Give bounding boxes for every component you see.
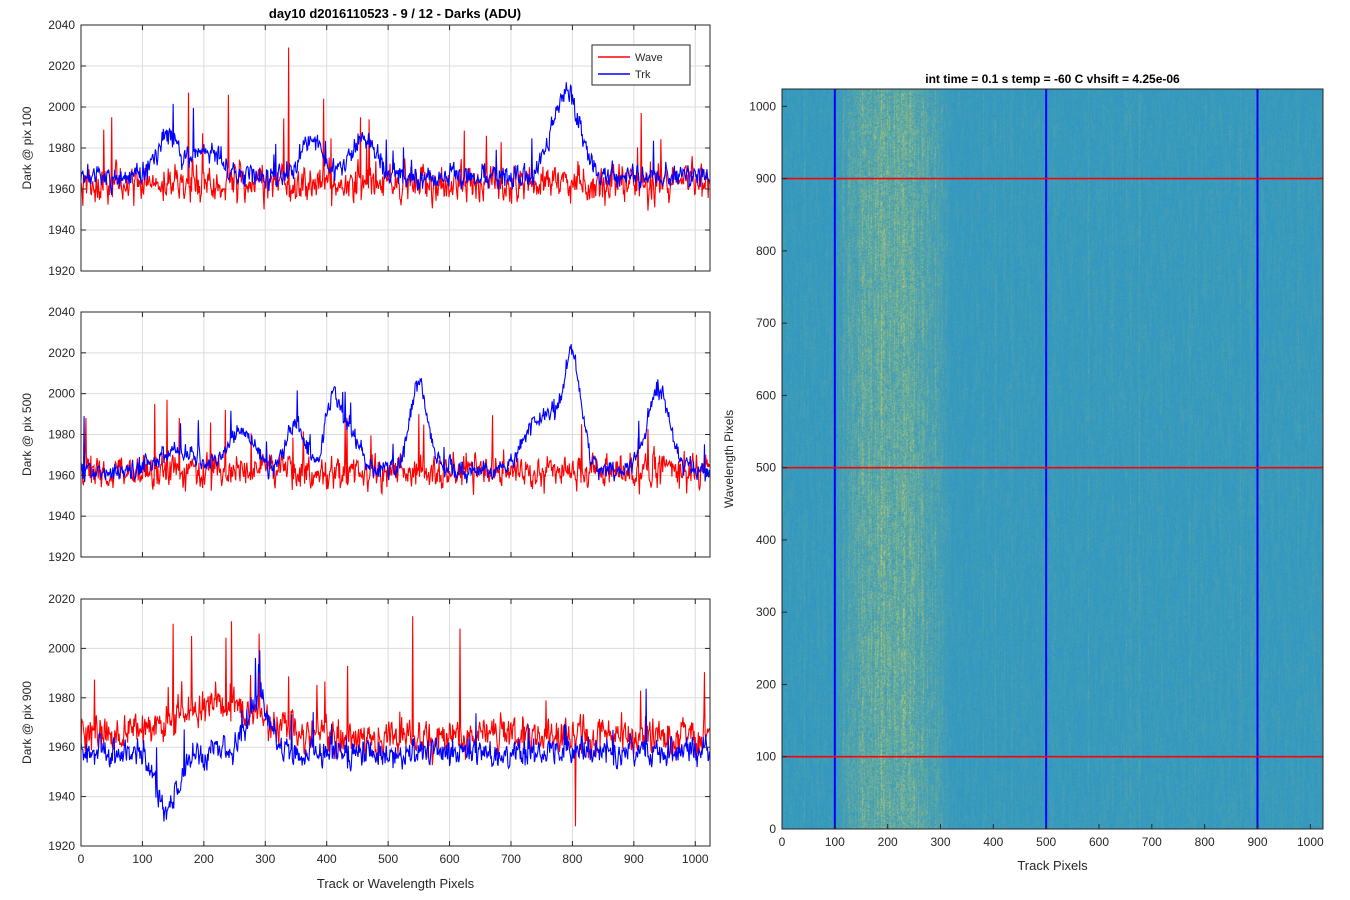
y-tick-label: 1000 (749, 99, 776, 113)
y-tick-label: 2020 (48, 346, 75, 360)
y-tick-label: 700 (756, 316, 776, 330)
line-plot-1: 1920 1940 1960 1980 2000 2020 2040 Dark @ pix 1… (20, 18, 711, 278)
y-tick-label: 2000 (48, 100, 75, 114)
y-tick-label: 0 (769, 822, 776, 836)
legend: Wave Trk (591, 44, 691, 86)
y-tick-label: 1960 (48, 468, 75, 482)
x-tick-label: 100 (132, 852, 152, 866)
y-tick-label: 300 (756, 605, 776, 619)
x-axis-label: Track or Wavelength Pixels (317, 876, 475, 891)
x-tick-label: 200 (878, 835, 898, 849)
y-tick-label: 1940 (48, 509, 75, 523)
y-tick-label: 500 (756, 461, 776, 475)
y-tick-label: 200 (756, 677, 776, 691)
x-tick-label: 1000 (1297, 835, 1324, 849)
x-tick-label: 300 (930, 835, 950, 849)
y-tick-label: 1920 (48, 550, 75, 564)
x-tick-label: 300 (255, 852, 275, 866)
heatmap-image (782, 89, 1323, 829)
x-tick-label: 1000 (682, 852, 709, 866)
y-tick-label: 1940 (48, 223, 75, 237)
y-tick-label: 100 (756, 750, 776, 764)
y-tick-label: 2000 (48, 387, 75, 401)
x-tick-label: 400 (983, 835, 1003, 849)
y-tick-label: 1980 (48, 428, 75, 442)
x-tick-label: 900 (1247, 835, 1267, 849)
y-tick-label: 1960 (48, 740, 75, 754)
y-tick-label: 2040 (48, 18, 75, 32)
y-axis-label: Wavelength Pixels (722, 410, 736, 508)
x-tick-label: 500 (378, 852, 398, 866)
y-tick-label: 800 (756, 244, 776, 258)
x-tick-label: 800 (1195, 835, 1215, 849)
x-tick-label: 500 (1036, 835, 1056, 849)
y-tick-label: 2020 (48, 59, 75, 73)
line-plot-3: 1920 1940 1960 1980 2000 2020 0 100 200 300 400 500… (20, 592, 711, 891)
series-line-wave (81, 47, 710, 211)
x-tick-label: 200 (194, 852, 214, 866)
x-tick-label: 400 (317, 852, 337, 866)
y-tick-label: 600 (756, 388, 776, 402)
legend-label-wave: Wave (635, 52, 663, 64)
x-tick-label: 700 (501, 852, 521, 866)
axes-box (80, 598, 711, 847)
y-tick-label: 900 (756, 172, 776, 186)
legend-label-trk: Trk (635, 69, 651, 81)
x-tick-label: 0 (78, 852, 85, 866)
y-tick-label: 2000 (48, 641, 75, 655)
series-line-trk (81, 82, 710, 196)
y-axis-label: Dark @ pix 900 (20, 681, 34, 764)
x-tick-label: 900 (624, 852, 644, 866)
y-tick-label: 1920 (48, 839, 75, 853)
x-tick-label: 0 (779, 835, 786, 849)
series-line-trk (81, 650, 710, 822)
y-tick-label: 400 (756, 533, 776, 547)
series-line-wave (81, 399, 710, 496)
axes-box (781, 88, 1324, 830)
y-tick-label: 1920 (48, 264, 75, 278)
series-line-trk (81, 344, 710, 484)
x-tick-label: 800 (562, 852, 582, 866)
heatmap-plot: 0 100 200 300 400 500 600 700 800 900 1000 0 100 200 3… (722, 72, 1324, 873)
figure-title: day10 d2016110523 - 9 / 12 - Darks (ADU) (269, 6, 521, 21)
y-tick-label: 2040 (48, 305, 75, 319)
heatmap-title: int time = 0.1 s temp = -60 C vhsift = 4… (925, 72, 1180, 86)
x-axis-label: Track Pixels (1017, 858, 1088, 873)
legend-box (591, 44, 691, 86)
x-tick-label: 700 (1142, 835, 1162, 849)
x-tick-label: 100 (825, 835, 845, 849)
x-tick-label: 600 (440, 852, 460, 866)
y-axis-label: Dark @ pix 100 (20, 106, 34, 189)
y-tick-label: 1960 (48, 182, 75, 196)
x-tick-label: 600 (1089, 835, 1109, 849)
y-tick-label: 1980 (48, 141, 75, 155)
line-plot-2: 1920 1940 1960 1980 2000 2020 2040 Dark @ pix 5… (20, 305, 711, 564)
y-tick-label: 1940 (48, 790, 75, 804)
series-line-wave (81, 616, 710, 827)
y-tick-label: 1980 (48, 691, 75, 705)
y-axis-label: Dark @ pix 500 (20, 393, 34, 476)
y-tick-label: 2020 (48, 592, 75, 606)
